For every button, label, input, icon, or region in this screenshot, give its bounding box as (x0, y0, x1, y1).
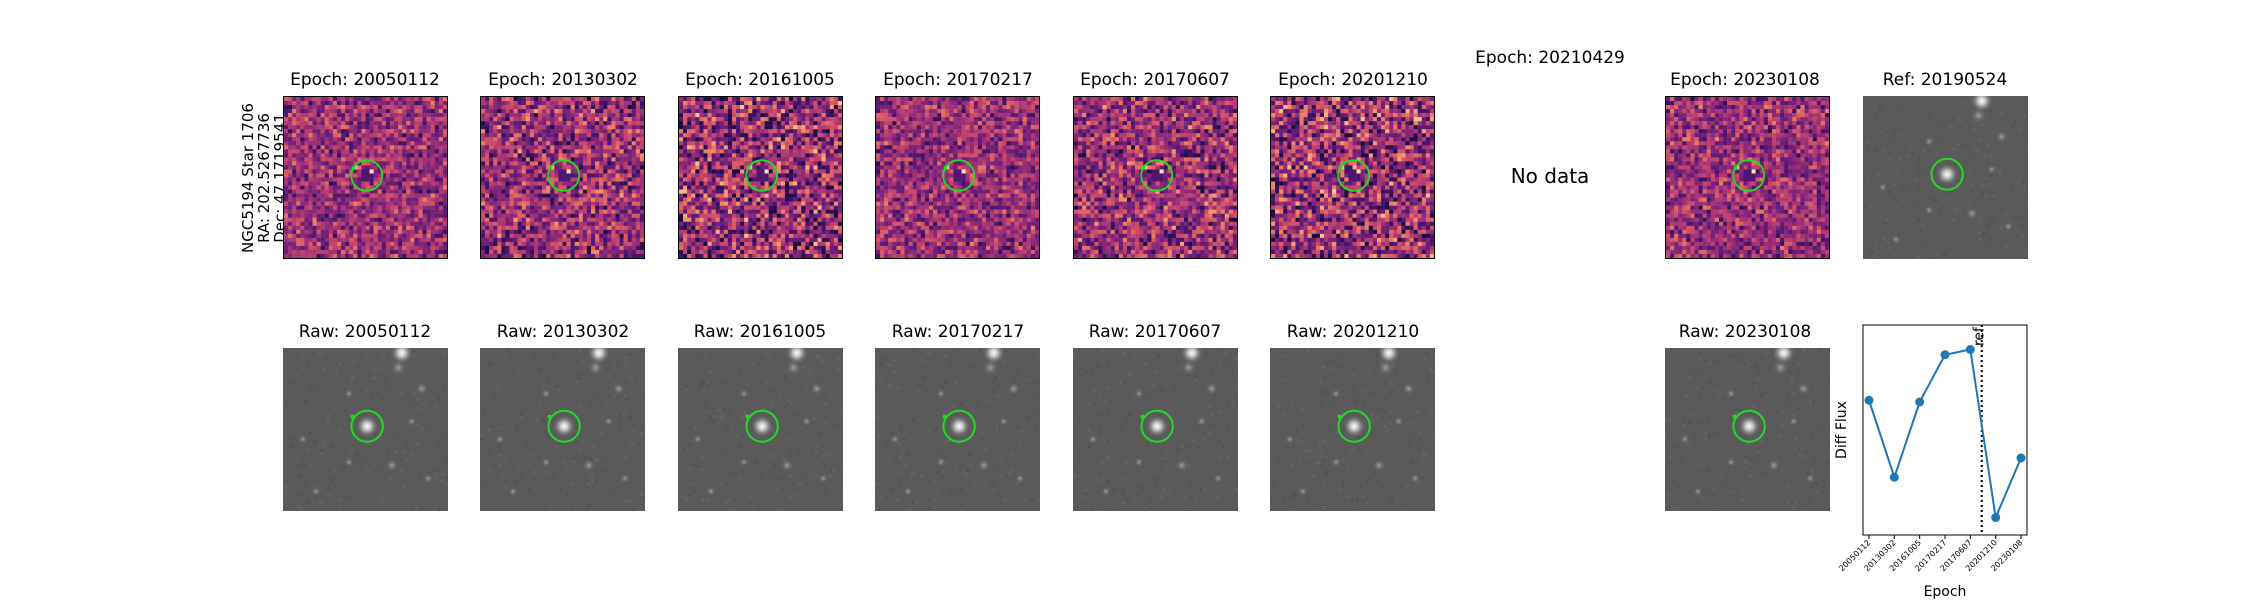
diff-panel-3 (875, 96, 1040, 259)
raw-image (1270, 348, 1435, 511)
raw-image (480, 348, 645, 511)
light-curve-chart: ref2005011220130302201610052017021720170… (1834, 324, 2028, 600)
data-point (1915, 397, 1925, 407)
diff-panel-5 (1270, 96, 1435, 259)
reference-line-label: ref (1972, 326, 1988, 346)
target-marker (547, 414, 552, 419)
target-marker (745, 414, 750, 419)
star-info-label: NGC5194 Star 1706 RA: 202.5267736 Dec: 4… (239, 103, 289, 253)
data-point (1889, 472, 1899, 482)
reference-image (1863, 96, 2028, 259)
difference-image (284, 97, 447, 258)
diff-title-2: Epoch: 20161005 (685, 70, 835, 90)
raw-title-6: Raw: 20230108 (1678, 322, 1812, 342)
difference-image (1074, 97, 1237, 258)
difference-image (481, 97, 644, 258)
target-marker (1733, 166, 1738, 170)
target-circle (1732, 159, 1766, 192)
difference-image (876, 97, 1039, 258)
ref-panel (1863, 96, 2028, 259)
diff-title-6: Epoch: 20210429 (1475, 48, 1625, 68)
raw-panel-4 (1073, 348, 1238, 511)
diff-panel-0 (283, 96, 448, 259)
diff-title-7: Epoch: 20230108 (1670, 70, 1820, 90)
data-point (1991, 513, 2001, 522)
x-axis-label: Epoch (1924, 584, 1967, 600)
target-marker (351, 166, 356, 170)
target-marker (1140, 414, 1145, 419)
raw-title-5: Raw: 20201210 (1286, 322, 1420, 342)
ref-title: Ref: 20190524 (1882, 70, 2008, 90)
target-marker (1338, 166, 1343, 170)
target-circle (350, 409, 384, 443)
target-marker (1337, 414, 1342, 419)
star-name: NGC5194 Star 1706 (239, 103, 257, 253)
raw-panel-3 (875, 348, 1040, 511)
raw-panel-6 (1665, 348, 1830, 511)
target-marker (350, 414, 355, 419)
target-circle (1732, 409, 1766, 443)
raw-image (1073, 348, 1238, 511)
raw-image (283, 348, 448, 511)
diff-title-4: Epoch: 20170607 (1080, 70, 1230, 90)
diff-panel-1 (480, 96, 645, 259)
data-point (1965, 345, 1975, 354)
raw-panel-1 (480, 348, 645, 511)
raw-title-1: Raw: 20130302 (496, 322, 630, 342)
diff-title-3: Epoch: 20170217 (883, 70, 1033, 90)
data-point (1864, 395, 1874, 405)
diff-panel-2 (678, 96, 843, 259)
target-circle (942, 409, 976, 443)
target-circle (1337, 159, 1371, 192)
raw-title-3: Raw: 20170217 (891, 322, 1025, 342)
target-circle (1930, 157, 1964, 191)
target-marker (548, 166, 553, 170)
raw-image (1665, 348, 1830, 511)
target-circle (745, 159, 779, 192)
difference-image (1271, 97, 1434, 258)
target-marker (1732, 414, 1737, 419)
diff-title-1: Epoch: 20130302 (488, 70, 638, 90)
star-ra: RA: 202.5267736 (255, 113, 273, 243)
diff-title-5: Epoch: 20201210 (1278, 70, 1428, 90)
y-axis-label: Diff Flux (1834, 401, 1850, 459)
difference-image (679, 97, 842, 258)
diff-panel-7 (1665, 96, 1830, 259)
target-circle (1140, 409, 1174, 443)
target-circle (745, 409, 779, 443)
raw-title-4: Raw: 20170607 (1088, 322, 1222, 342)
target-marker (1141, 166, 1146, 170)
raw-panel-0 (283, 348, 448, 511)
raw-panel-2 (678, 348, 843, 511)
target-marker (943, 166, 948, 170)
no-data-message: No data (1510, 164, 1590, 188)
raw-title-2: Raw: 20161005 (693, 322, 827, 342)
series-line (1868, 348, 2022, 522)
target-circle (547, 159, 581, 192)
raw-panel-5 (1270, 348, 1435, 511)
target-marker (942, 414, 947, 419)
target-circle (1337, 409, 1371, 443)
target-circle (1140, 159, 1174, 192)
target-circle (547, 409, 581, 443)
raw-title-0: Raw: 20050112 (298, 322, 432, 342)
target-marker (746, 166, 751, 170)
diff-title-0: Epoch: 20050112 (290, 70, 440, 90)
target-circle (942, 159, 976, 192)
diff-panel-4 (1073, 96, 1238, 259)
raw-image (875, 348, 1040, 511)
raw-image (678, 348, 843, 511)
data-point (1940, 350, 1950, 360)
data-point (2016, 453, 2026, 463)
target-circle (350, 159, 384, 192)
difference-image (1666, 97, 1829, 258)
